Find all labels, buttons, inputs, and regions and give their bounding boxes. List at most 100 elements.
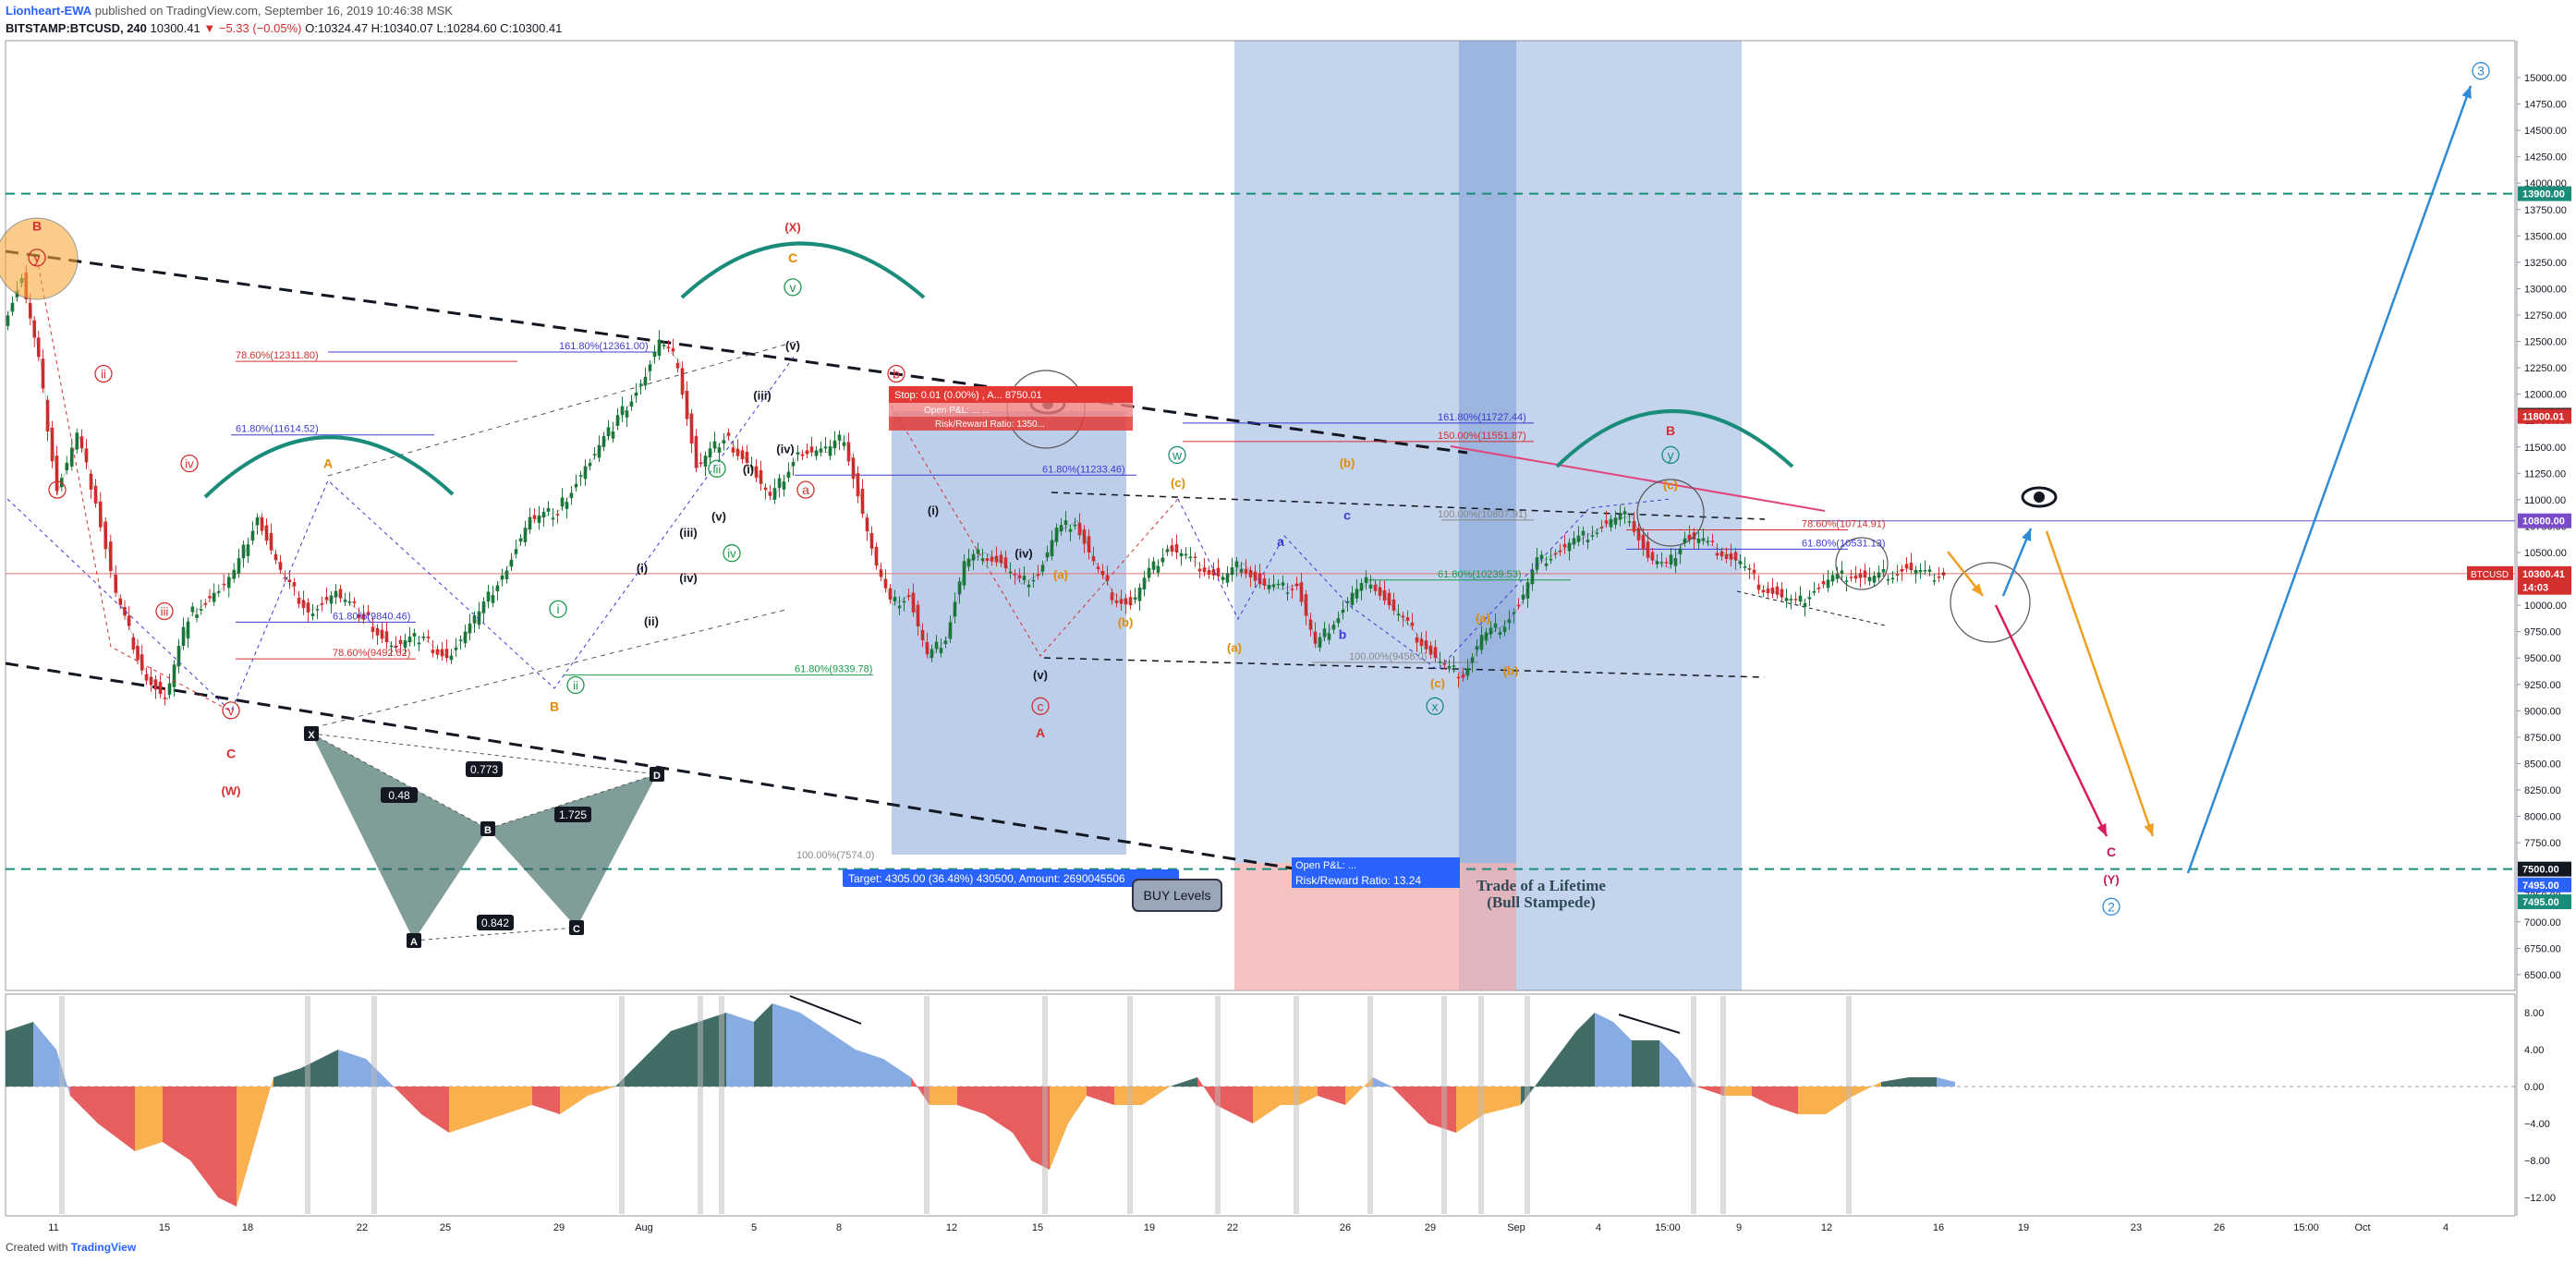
- bottom-open-label: Open P&L: ...: [1295, 860, 1356, 871]
- candle-body: [1549, 558, 1553, 561]
- oscillator-area: [1299, 1087, 1318, 1105]
- oscillator-area: [1013, 1087, 1031, 1160]
- oscillator-area: [1142, 1087, 1170, 1105]
- candle-body: [1752, 569, 1756, 574]
- candle-body: [394, 645, 398, 648]
- highlight-circle: [1835, 537, 1889, 590]
- candle-body: [84, 448, 89, 463]
- oscillator-area: [957, 1087, 985, 1114]
- candle-body: [717, 447, 722, 453]
- candle-body: [334, 590, 338, 598]
- candle-body: [371, 626, 375, 633]
- candle-body: [583, 466, 588, 480]
- wave-label: ii: [101, 368, 106, 382]
- candle-body: [523, 528, 528, 542]
- candle-body: [412, 633, 417, 638]
- author-name[interactable]: Lionheart-EWA: [6, 4, 92, 18]
- tradingview-logo[interactable]: TradingView: [70, 1241, 137, 1254]
- candle-body: [1077, 522, 1082, 536]
- price-tick-label: 10500.00: [2524, 548, 2567, 559]
- candle-body: [1184, 553, 1188, 556]
- price-path: [5, 277, 1947, 701]
- candle-body: [1636, 528, 1641, 540]
- time-tick-label: 15: [1032, 1222, 1043, 1233]
- candle-body: [1091, 556, 1096, 562]
- candle-body: [1590, 535, 1595, 537]
- candle-body: [89, 473, 93, 490]
- candle-body: [69, 447, 74, 468]
- oscillator-area: [218, 1087, 237, 1207]
- oscillator-area: [273, 1068, 301, 1087]
- osc-tick-label: −8.00: [2524, 1156, 2550, 1167]
- harmonic-leg: [310, 733, 658, 775]
- wave-label: (a): [1476, 611, 1490, 625]
- candle-body: [694, 435, 699, 468]
- candle-body: [1234, 561, 1239, 567]
- candle-body: [657, 339, 662, 357]
- candle-body: [250, 530, 255, 541]
- time-tick-label: 25: [440, 1222, 451, 1233]
- candle-body: [1558, 550, 1562, 553]
- candle-body: [1285, 592, 1290, 594]
- oscillator-area: [1253, 1087, 1281, 1123]
- candle-body: [745, 452, 749, 463]
- price-tick-label: 14250.00: [2524, 152, 2567, 164]
- candle-body: [1817, 587, 1821, 589]
- candle-body: [1059, 525, 1063, 532]
- price-tick-label: 15000.00: [2524, 73, 2567, 84]
- candle-body: [1890, 577, 1895, 580]
- oscillator-area: [1197, 1077, 1216, 1105]
- candle-body: [347, 601, 352, 603]
- candle-body: [237, 558, 241, 574]
- candle-body: [1290, 589, 1294, 590]
- candle-body: [273, 553, 278, 561]
- candle-body: [893, 597, 897, 601]
- trade-rr-label: Risk/Reward Ratio: 1350...: [935, 419, 1045, 430]
- price-badge: [2518, 877, 2571, 893]
- candle-body: [315, 609, 320, 611]
- oscillator-area: [643, 1031, 671, 1087]
- candle-body: [1914, 570, 1918, 575]
- candle-body: [1812, 591, 1817, 593]
- candle-body: [1221, 577, 1225, 580]
- candle-body: [1493, 623, 1498, 628]
- projection-arrow-head: [2096, 823, 2107, 836]
- candle-body: [172, 664, 176, 687]
- price-badge: [2518, 861, 2571, 877]
- fib-label: 161.80%(12361.00): [559, 341, 649, 352]
- candle-body: [232, 569, 237, 579]
- candle-body: [957, 581, 962, 595]
- oscillator-band: [371, 996, 377, 1214]
- candle-body: [1197, 568, 1202, 572]
- candle-body: [916, 604, 920, 626]
- oscillator-area: [985, 1087, 1013, 1133]
- candle-body: [1253, 571, 1258, 581]
- wave-label: b: [1339, 627, 1347, 642]
- oscillator-area: [1613, 1022, 1632, 1087]
- oscillator-band: [924, 996, 930, 1214]
- candle-body: [1683, 538, 1687, 543]
- trade-open-label: Open P&L: ... ...: [924, 406, 990, 416]
- price-tick-label: 8250.00: [2524, 785, 2561, 796]
- price-tick-label: 9000.00: [2524, 706, 2561, 717]
- candle-body: [675, 362, 680, 369]
- oscillator-area: [856, 1050, 883, 1087]
- pattern-ratio: 1.725: [559, 808, 587, 821]
- candle-body: [879, 569, 883, 577]
- candle-body: [1877, 572, 1881, 578]
- candle-body: [994, 555, 999, 563]
- wave-label: (b): [1340, 455, 1355, 469]
- wave-label: i: [55, 482, 58, 497]
- candle-body: [643, 376, 648, 386]
- candle-body: [1327, 633, 1331, 640]
- candle-body: [1114, 600, 1119, 603]
- candle-body: [1604, 520, 1609, 524]
- wave-label: C: [2107, 844, 2116, 859]
- candle-body: [1027, 584, 1031, 588]
- candle-body: [1299, 582, 1304, 602]
- oscillator-area: [1724, 1087, 1752, 1096]
- candle-body: [763, 487, 768, 491]
- candle-body: [10, 302, 15, 312]
- candle-body: [652, 351, 657, 358]
